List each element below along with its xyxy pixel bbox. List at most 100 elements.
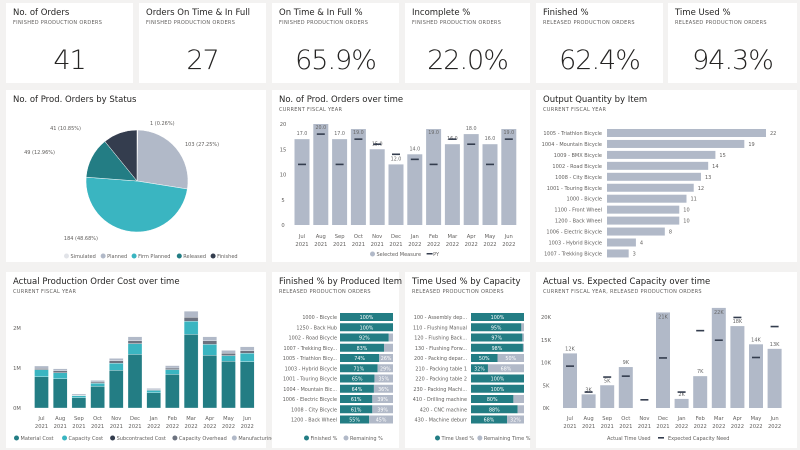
pie-data-label: 41 (10.85%) [50, 126, 81, 132]
bar-segment [497, 354, 524, 362]
legend-label: Remaining Time % [484, 436, 531, 442]
bar [749, 344, 763, 408]
bar-segment [109, 370, 124, 409]
kpi-card-incomplete[interactable]: Incomplete % FINISHED PRODUCTION ORDERS 22… [405, 3, 530, 83]
kpi-card-finished[interactable]: Finished % RELEASED PRODUCTION ORDERS 62.4… [536, 3, 663, 83]
bar-segment [522, 333, 524, 342]
x-tick-label: Nov [372, 234, 382, 240]
bar-segment [522, 343, 524, 352]
data-label: 11 [691, 197, 697, 203]
kpi-card-otif-pct[interactable]: On Time & In Full % FINISHED PRODUCTION O… [272, 3, 399, 83]
expected-marker [714, 339, 723, 342]
data-label: 18.0 [466, 126, 477, 132]
data-label: 95% [491, 325, 502, 331]
x-tick-label: 2022 [731, 424, 744, 430]
data-label: 9K [623, 360, 630, 366]
bar-segment [471, 333, 523, 342]
chart-title: Finished % by Produced Item [279, 277, 403, 287]
bar [501, 129, 517, 225]
bar-segment [71, 395, 87, 398]
y-category-label: 220 - Packing table 2 [415, 377, 467, 383]
legend-marker [210, 253, 216, 259]
x-tick-label: Jun [504, 234, 513, 240]
bar-segment [517, 405, 524, 414]
output-card[interactable]: Output Quantity by Item CURRENT FISCAL YE… [536, 90, 797, 262]
expected-marker [566, 365, 574, 367]
orders-card[interactable]: No. of Prod. Orders over time CURRENT FIS… [272, 90, 530, 262]
data-label: 68% [501, 366, 512, 372]
kpi-subtitle: FINISHED PRODUCTION ORDERS [13, 20, 103, 26]
data-label: 12 [698, 186, 704, 192]
bar [444, 144, 460, 225]
bar-segment [240, 353, 255, 362]
bar-segment [471, 364, 488, 373]
py-marker [392, 153, 400, 156]
x-tick-label: 2021 [389, 242, 402, 248]
bar [730, 326, 745, 408]
pie-card[interactable]: No. of Prod. Orders by Status 1 (0.26%) 10… [6, 90, 266, 262]
data-label: 19.0 [353, 130, 364, 136]
data-label: 19 [748, 142, 754, 148]
plot-group: 100 - Assembly dep... 100% 110 - Flushing … [413, 313, 531, 442]
y-category-label: 1004 - Mountain Bicycle [542, 142, 602, 148]
bar-segment [369, 415, 393, 424]
plot-group: 0K 5K 10K 15K 20K 12K 3K 5K 9K 21K 2K 7K 22K 18K 14K 13… [541, 307, 782, 442]
cost-card[interactable]: Actual Production Order Cost over time CU… [6, 272, 301, 448]
y-category-label: 120 - Flushing Back... [414, 336, 467, 342]
x-tick-label: Aug [316, 234, 326, 240]
bar-segment [471, 415, 508, 424]
x-tick-label: Mar [448, 234, 459, 240]
bar-segment [340, 374, 375, 383]
finished-card[interactable]: Finished % by Produced Item RELEASED PROD… [272, 272, 403, 448]
legend-marker [14, 435, 19, 441]
bar [607, 238, 636, 247]
bar-segment [471, 323, 522, 332]
kpi-card-time-used[interactable]: Time Used % RELEASED PRODUCTION ORDERS 94.… [668, 3, 797, 83]
data-label: 39% [377, 407, 388, 413]
data-label: 100% [491, 315, 505, 321]
bar [407, 154, 423, 225]
bar [674, 398, 689, 408]
x-tick-label: 2022 [203, 424, 216, 430]
pie-slice-finished [104, 129, 138, 182]
bar-segment [127, 336, 143, 341]
data-label: 16.0 [485, 136, 496, 142]
data-label: 55% [349, 418, 360, 424]
bar [607, 129, 766, 137]
bar [618, 367, 633, 408]
data-label: 17.0 [297, 131, 308, 137]
chart-title: Actual Production Order Cost over time [13, 277, 180, 287]
kpi-card-orders[interactable]: No. of Orders FINISHED PRODUCTION ORDERS 4… [6, 3, 133, 83]
legend-marker [658, 437, 664, 439]
timeused-card[interactable]: Time Used % by Capacity RELEASED PRODUCTI… [405, 272, 531, 448]
bar-segment [90, 380, 105, 383]
bar [581, 394, 596, 408]
x-tick-label: 2022 [502, 242, 515, 248]
kpi-card-otif-orders[interactable]: Orders On Time & In Full FINISHED PRODUCT… [139, 3, 266, 83]
x-tick-label: 2021 [352, 242, 365, 248]
bar-segment [471, 384, 524, 393]
x-tick-label: Jul [37, 416, 44, 422]
data-label: 92% [359, 336, 370, 342]
bar-segment [53, 370, 68, 373]
kpi-subtitle: FINISHED PRODUCTION ORDERS [279, 20, 369, 26]
data-label: 13 [705, 175, 711, 181]
bar-segment [146, 390, 161, 393]
x-tick-label: 2021 [601, 424, 614, 430]
bar-segment [53, 372, 68, 379]
plot-group: 0M 1M 2M Jul 2021 Aug 2021 Sep 2021 Oct 2021 Nov 202… [13, 311, 301, 442]
x-tick-label: 2022 [712, 424, 725, 430]
bar-segment [240, 361, 255, 409]
data-label: 61% [351, 407, 362, 413]
bar-segment [388, 333, 393, 342]
x-tick-label: Apr [205, 416, 215, 422]
x-tick-label: Dec [391, 234, 401, 240]
capacity-card[interactable]: Actual vs. Expected Capacity over time CU… [536, 272, 797, 448]
legend-label: Actual Time Used [607, 436, 651, 442]
chart-subtitle: RELEASED PRODUCTION ORDERS [279, 289, 371, 295]
data-label: 20.0 [315, 125, 326, 131]
y-category-label: 1001 - Touring Bicycle [547, 186, 602, 192]
expected-marker [659, 357, 667, 359]
bar-segment [487, 364, 524, 373]
legend-marker [110, 435, 116, 441]
